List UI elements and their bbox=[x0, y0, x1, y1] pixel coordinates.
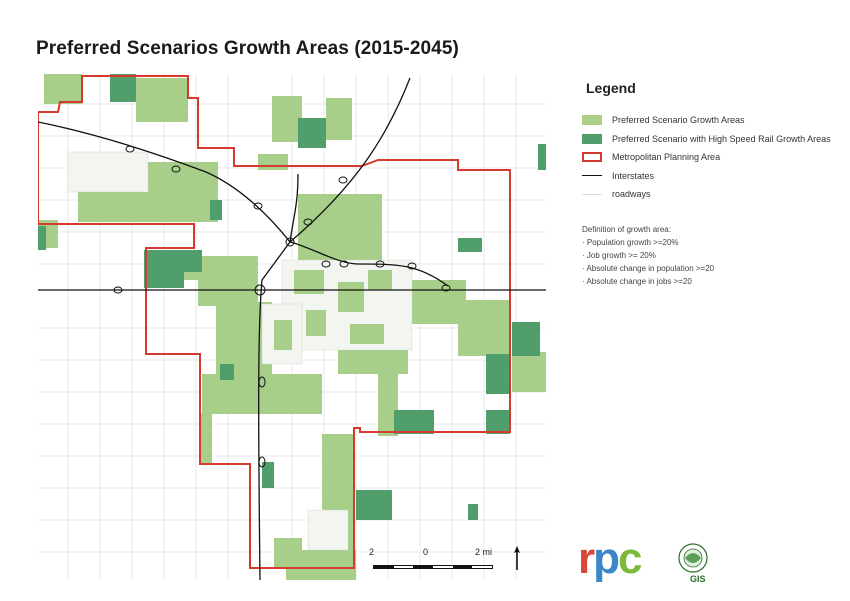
rpc-logo-p: p bbox=[593, 534, 620, 583]
interstates-layer bbox=[38, 77, 546, 580]
light-green-swatch bbox=[582, 115, 602, 126]
dark-green-swatch bbox=[582, 133, 602, 144]
rpc-logo: rpc bbox=[578, 534, 643, 584]
legend-item-growth-areas: Preferred Scenario Growth Areas bbox=[582, 111, 842, 130]
legend-label: Preferred Scenario Growth Areas bbox=[612, 115, 745, 126]
definition-heading: Definition of growth area: bbox=[582, 225, 671, 234]
legend-label: Preferred Scenario with High Speed Rail … bbox=[612, 133, 831, 144]
legend-label: roadways bbox=[612, 189, 651, 200]
map-canvas[interactable] bbox=[38, 74, 546, 580]
gis-logo-text: GIS bbox=[690, 574, 706, 584]
interchange-markers bbox=[113, 145, 451, 468]
hsr-growth-areas-layer bbox=[38, 74, 546, 520]
map-title: Preferred Scenarios Growth Areas (2015-2… bbox=[36, 38, 459, 59]
rpc-logo-c: c bbox=[618, 534, 643, 583]
legend-item-hsr-growth-areas: Preferred Scenario with High Speed Rail … bbox=[582, 130, 842, 149]
rpc-logo-r: r bbox=[578, 534, 595, 583]
definition-item: Absolute change in jobs >=20 bbox=[582, 275, 714, 288]
mpa-boundary bbox=[38, 75, 511, 569]
legend-item-mpa: Metropolitan Planning Area bbox=[582, 148, 842, 167]
scale-bar: 2 0 2 mi bbox=[365, 547, 500, 577]
gis-consortium-logo bbox=[678, 543, 708, 573]
scale-bar-graphic bbox=[373, 565, 493, 569]
north-arrow-icon bbox=[514, 546, 520, 570]
interstate-line-swatch bbox=[582, 175, 602, 177]
definition-item: Absolute change in population >=20 bbox=[582, 262, 714, 275]
scale-label-mid: 0 bbox=[423, 547, 429, 557]
legend-label: Interstates bbox=[612, 170, 655, 181]
legend-panel: Legend Preferred Scenario Growth Areas P… bbox=[582, 80, 842, 204]
legend-title: Legend bbox=[586, 80, 636, 96]
definition-item: Population growth >=20% bbox=[582, 236, 714, 249]
legend-item-roadways: roadways bbox=[582, 185, 842, 204]
roadway-line-swatch bbox=[582, 193, 602, 195]
legend-label: Metropolitan Planning Area bbox=[612, 152, 721, 163]
scale-label-left: 2 bbox=[369, 547, 375, 557]
legend-item-interstates: Interstates bbox=[582, 167, 842, 186]
red-outline-swatch bbox=[582, 152, 602, 163]
definition-item: Job growth >= 20% bbox=[582, 249, 714, 262]
growth-definition: Definition of growth area: Population gr… bbox=[582, 223, 714, 288]
map-svg[interactable] bbox=[38, 74, 546, 580]
scale-label-right: 2 mi bbox=[475, 547, 493, 557]
